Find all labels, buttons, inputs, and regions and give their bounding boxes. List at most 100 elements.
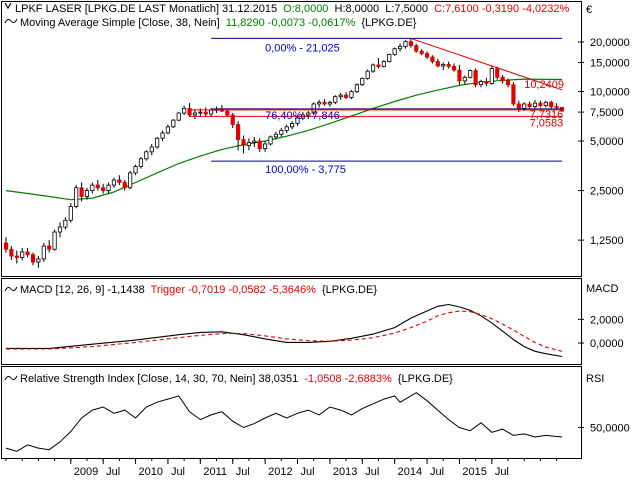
- candle-up: [268, 136, 273, 145]
- price-axis-tick-label: 10,0000: [590, 87, 630, 99]
- candle-up: [333, 96, 338, 103]
- candle-up: [138, 158, 144, 167]
- candle-down: [225, 110, 230, 116]
- chart-title: LPKF LASER [LPKG.DE LAST Monatlich] 31.1…: [15, 3, 277, 15]
- x-axis-tick-label: 2014: [398, 466, 422, 478]
- candle-up: [306, 112, 311, 116]
- candle-up: [387, 54, 392, 62]
- candle-down: [47, 245, 52, 250]
- downtrend-line: [410, 37, 563, 91]
- macd-axis-tick-label: 2,0000: [590, 314, 624, 326]
- candle-down: [505, 80, 511, 86]
- candle-down: [446, 64, 451, 67]
- candle-down: [376, 64, 381, 67]
- candle-up: [273, 133, 278, 138]
- macd-axis-label: MACD: [586, 283, 618, 295]
- candle-up: [133, 166, 138, 174]
- x-axis-tick-label: Jul: [236, 466, 250, 478]
- candle-up: [176, 112, 181, 121]
- price-axis-tick-label: 20,0000: [590, 37, 630, 49]
- candle-up: [155, 137, 160, 148]
- candle-down: [549, 101, 554, 107]
- candle-down: [30, 254, 36, 263]
- price-axis-tick-label: 15,0000: [590, 58, 630, 70]
- macd-trigger-line: [6, 310, 563, 352]
- rsi-header: Relative Strength Index [Close, 14, 30, …: [4, 373, 604, 385]
- macd-layer: [6, 303, 563, 358]
- candle-up: [522, 103, 527, 109]
- price-header: LPKF LASER [LPKG.DE LAST Monatlich] 31.1…: [4, 2, 592, 29]
- macd-symbol: {LPKG.DE}: [322, 284, 377, 296]
- candle-down: [117, 179, 122, 183]
- price-axis-tick-label: 7,5000: [590, 107, 624, 119]
- ma-values: 11,8290 -0,0073 -0,0617%: [226, 17, 356, 29]
- candle-up: [106, 184, 111, 191]
- fib-mid-label: 76,40% - 7,846: [265, 110, 340, 122]
- x-axis-tick-label: Jul: [365, 466, 379, 478]
- wave-icon: [4, 375, 18, 381]
- currency-label: €: [586, 4, 592, 16]
- candle-down: [430, 56, 435, 62]
- candle-down: [495, 68, 500, 78]
- rsi-axis-label: RSI: [586, 373, 604, 385]
- candle-up: [252, 140, 257, 143]
- x-axis-tick-label: 2009: [74, 466, 98, 478]
- candle-up: [128, 172, 133, 189]
- candle-up: [441, 64, 446, 67]
- candle-up: [52, 231, 57, 250]
- candle-up: [165, 126, 171, 134]
- candle-down: [500, 76, 505, 82]
- candle-down: [484, 81, 489, 84]
- candle-down: [257, 140, 262, 149]
- candle-down: [414, 45, 419, 52]
- candle-down: [473, 70, 478, 86]
- candle-up: [90, 184, 95, 191]
- candle-up: [20, 251, 25, 258]
- macd-axis-tick-label: 0,0000: [590, 338, 624, 350]
- high-value: H:8,0000: [335, 3, 380, 15]
- candle-down: [527, 103, 532, 107]
- candle-up: [160, 132, 165, 139]
- candle-up: [462, 76, 467, 82]
- candle-up: [41, 245, 46, 260]
- open-value: O:8,0000: [283, 3, 328, 15]
- rsi-layer: [5, 392, 563, 452]
- candle-up: [68, 206, 73, 221]
- candle-up: [63, 219, 68, 228]
- trend-upper-label: 7,7316: [530, 109, 564, 121]
- axis-layer: 20,0000 15,0000 10,0000 7,5000 5,0000 2,5000 1…: [5, 37, 630, 478]
- candle-up: [349, 91, 354, 98]
- candle-up: [543, 101, 548, 107]
- candle-up: [354, 84, 359, 92]
- candle-down: [322, 101, 327, 105]
- candle-up: [192, 112, 198, 116]
- price-panel-frame: [1, 1, 582, 277]
- candle-up: [74, 187, 79, 207]
- candle-up: [478, 81, 484, 86]
- candle-up: [370, 64, 376, 72]
- macd-panel-frame: [1, 278, 582, 365]
- candle-down: [451, 66, 457, 71]
- rsi-axis-tick-label: 50,0000: [590, 423, 630, 435]
- trigger-values: Trigger -0,7019 -0,0582 -5,3646%: [151, 284, 317, 296]
- ma-name: Moving Average Simple [Close, 38, Nein]: [20, 17, 220, 29]
- trend-right-label: 10,2409: [524, 79, 564, 91]
- wave-icon: [4, 286, 18, 292]
- candle-down: [79, 187, 84, 197]
- rsi-values: -1,0508 -2,6883%: [304, 373, 392, 385]
- x-axis-tick-label: 2012: [268, 466, 292, 478]
- macd-header: MACD [12, 26, 9] -1,1438 Trigger -0,7019…: [4, 283, 618, 296]
- candle-up: [360, 78, 365, 86]
- candle-down: [419, 50, 424, 55]
- x-axis-tick-label: Jul: [300, 466, 314, 478]
- candle-up: [171, 119, 176, 128]
- x-axis-tick-label: Jul: [430, 466, 444, 478]
- candle-down: [511, 84, 516, 105]
- candle-down: [435, 61, 440, 67]
- rsi-symbol: {LPKG.DE}: [398, 373, 453, 385]
- candle-up: [36, 258, 41, 263]
- candle-down: [3, 242, 9, 250]
- candle-down: [457, 69, 462, 82]
- candle-up: [392, 48, 397, 55]
